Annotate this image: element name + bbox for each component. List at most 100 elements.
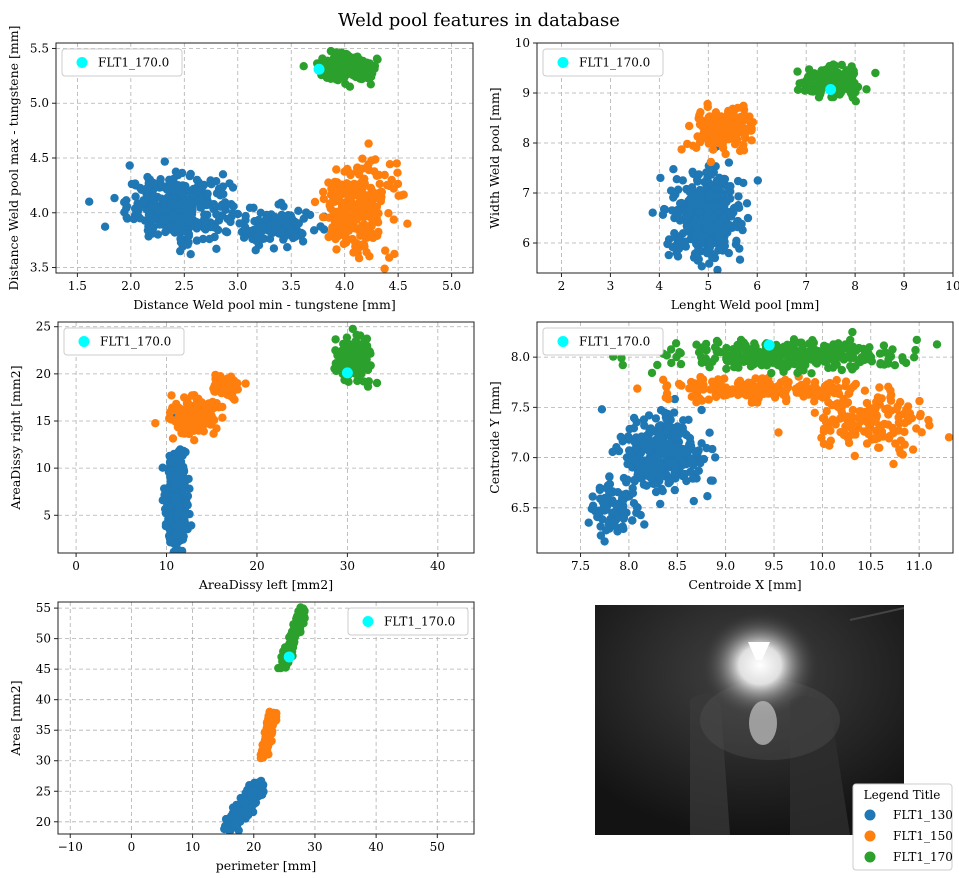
data-point <box>738 143 747 152</box>
data-point <box>158 463 167 472</box>
data-point <box>793 67 802 76</box>
x-tick-label: 20 <box>246 840 261 854</box>
series-2 <box>256 707 281 763</box>
data-point <box>183 240 192 249</box>
data-point <box>706 157 716 167</box>
data-point <box>393 168 402 177</box>
data-point <box>392 159 401 168</box>
data-point <box>229 202 238 211</box>
data-point <box>729 108 738 117</box>
data-point <box>261 732 270 741</box>
data-point <box>229 381 238 390</box>
data-point <box>661 450 670 460</box>
data-point <box>822 349 831 358</box>
data-point <box>658 442 668 451</box>
data-point <box>167 222 176 231</box>
y-tick-label: 7.0 <box>511 451 530 465</box>
data-point <box>759 383 768 392</box>
data-point <box>850 451 859 461</box>
data-point <box>692 340 701 349</box>
data-point <box>693 177 702 186</box>
data-point <box>772 347 781 356</box>
data-point <box>608 447 617 457</box>
data-point <box>692 449 701 458</box>
data-point <box>822 407 831 416</box>
data-point <box>120 198 129 207</box>
y-tick-label: 15 <box>36 414 51 428</box>
data-point <box>348 324 357 334</box>
data-point <box>736 355 745 365</box>
data-point <box>177 451 187 460</box>
data-point <box>372 378 382 388</box>
legend-marker-flt1-170 <box>864 851 876 863</box>
data-point <box>708 239 717 248</box>
data-point <box>352 69 361 78</box>
data-point <box>875 383 884 392</box>
data-point <box>851 97 860 106</box>
data-point <box>257 234 266 244</box>
data-point <box>735 116 744 125</box>
data-point <box>174 557 182 565</box>
data-point <box>342 333 352 342</box>
data-point <box>915 396 924 406</box>
series-2 <box>633 372 953 469</box>
data-point <box>660 408 669 417</box>
data-point <box>241 211 250 221</box>
data-point <box>276 663 285 673</box>
data-point <box>932 340 942 349</box>
x-tick-label: 10.5 <box>857 559 884 573</box>
data-point <box>212 244 221 253</box>
x-tick-label: 4.5 <box>389 279 408 293</box>
data-point <box>682 447 691 457</box>
data-point <box>722 343 731 353</box>
data-point <box>584 518 593 527</box>
data-point <box>687 392 696 401</box>
data-point <box>704 178 714 187</box>
y-tick-label: 7 <box>522 186 530 200</box>
data-point <box>258 782 267 791</box>
data-point <box>185 171 194 181</box>
x-tick-label: 10 <box>945 279 959 293</box>
y-tick-label: 25 <box>36 784 51 798</box>
data-point <box>683 139 692 149</box>
data-point <box>241 379 250 388</box>
data-point <box>403 219 412 228</box>
data-point <box>85 197 94 206</box>
data-point <box>667 423 676 432</box>
data-point <box>719 174 729 184</box>
data-point <box>686 201 695 210</box>
subplot-legend: FLT1_170.0 <box>542 327 664 356</box>
data-point <box>597 405 607 414</box>
x-tick-label: 4.0 <box>335 279 354 293</box>
data-point <box>167 391 176 400</box>
data-point <box>664 477 674 486</box>
data-point <box>226 217 235 227</box>
data-point <box>605 472 614 482</box>
data-point <box>819 427 829 436</box>
data-point <box>619 513 629 523</box>
data-point <box>178 225 188 235</box>
data-point <box>267 709 276 718</box>
subplot-legend: FLT1_170.0 <box>347 607 469 636</box>
data-point <box>656 173 665 183</box>
data-point <box>626 448 636 458</box>
series-3 <box>299 46 382 91</box>
data-point <box>786 358 795 367</box>
data-point <box>745 112 754 121</box>
data-point <box>305 210 315 220</box>
data-point <box>135 214 145 223</box>
subplot-legend-label: FLT1_170.0 <box>579 335 650 349</box>
data-point <box>274 200 283 209</box>
data-point <box>357 365 366 374</box>
data-point <box>332 348 342 357</box>
x-tick-label: 10 <box>159 559 174 573</box>
data-point <box>744 378 753 387</box>
series-1 <box>648 142 762 273</box>
data-point <box>628 516 637 525</box>
x-tick-label: 7.5 <box>571 559 590 573</box>
data-point <box>334 231 344 240</box>
data-point <box>678 176 687 185</box>
data-point <box>671 429 680 439</box>
data-point <box>810 408 819 417</box>
subplot-legend-marker <box>78 336 90 347</box>
